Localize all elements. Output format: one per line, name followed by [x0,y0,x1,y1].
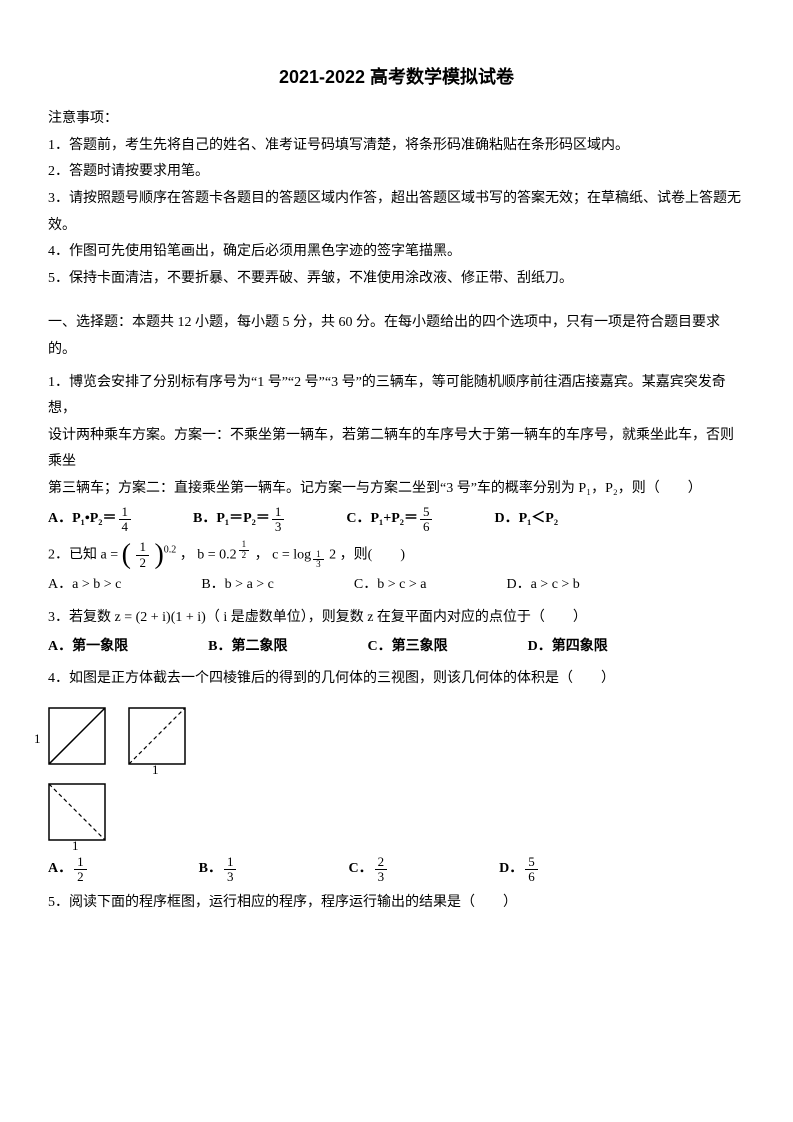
dim-label: 1 [34,727,41,752]
opt-label: D． [499,856,523,883]
three-views-figure: 1 1 1 [48,707,745,841]
fraction: 12 [74,855,87,885]
dim-label: 1 [152,758,159,783]
notice-item: 1．答题前，考生先将自己的姓名、准考证号码填写清楚，将条形码准确粘贴在条形码区域… [48,133,745,160]
q1-option-a: A．P₁•P₂＝ 14 [48,505,133,535]
q2-option-c: C．b > c > a [354,572,427,599]
q5-stem: 5．阅读下面的程序框图，运行相应的程序，程序运行输出的结果是（ ） [48,890,745,917]
square-dashed-diagonal-icon [128,707,186,765]
opt-label: D．P₁＜P₂ [494,506,558,533]
fraction: 56 [525,855,538,885]
question-2: 2．已知 a = ( 12 )0.2 ， b = 0.212 ， c = log… [48,540,745,599]
fraction: 14 [119,505,132,535]
side-view: 1 [128,707,186,765]
q1-option-c: C．P₁+P₂＝ 56 [346,505,434,535]
q1-option-d: D．P₁＜P₂ [494,506,558,533]
q2-options: A．a > b > c B．b > a > c C．b > c > a D．a … [48,572,745,599]
text: ， c = log [255,547,312,562]
fraction: 56 [420,505,433,535]
q4-option-a: A． 12 [48,855,89,885]
q3-option-b: B．第二象限 [208,634,287,661]
q1-options: A．P₁•P₂＝ 14 B．P₁＝P₂＝ 13 C．P₁+P₂＝ 56 D．P₁… [48,505,745,535]
text: 2 ，则( ) [329,547,405,562]
opt-label: C． [348,856,372,883]
opt-label: A．P₁•P₂＝ [48,506,117,533]
notice-item: 2．答题时请按要求用笔。 [48,159,745,186]
text: ， b = 0.2 [180,547,237,562]
front-view: 1 [48,707,106,765]
notice-item: 5．保持卡面清洁，不要折暴、不要弄破、弄皱，不准使用涂改液、修正带、刮纸刀。 [48,266,745,293]
question-1: 1．博览会安排了分别标有序号为“1 号”“2 号”“3 号”的三辆车，等可能随机… [48,370,745,535]
log-base: 13 [311,554,326,565]
notice-list: 1．答题前，考生先将自己的姓名、准考证号码填写清楚，将条形码准确粘贴在条形码区域… [48,133,745,293]
page-title: 2021-2022 高考数学模拟试卷 [48,60,745,94]
q2-option-d: D．a > c > b [506,572,579,599]
q4-option-c: C． 23 [348,855,389,885]
q4-option-b: B． 13 [199,855,239,885]
question-3: 3．若复数 z = (2 + i)(1 + i)（ i 是虚数单位），则复数 z… [48,605,745,660]
q3-option-c: C．第三象限 [367,634,447,661]
q4-option-d: D． 56 [499,855,540,885]
q4-stem: 4．如图是正方体截去一个四棱锥后的得到的几何体的三视图，则该几何体的体积是（ ） [48,666,745,693]
q2-stem: 2．已知 a = ( 12 )0.2 ， b = 0.212 ， c = log… [48,540,745,570]
text: 2．已知 a = [48,547,122,562]
square-dashed-antidiagonal-icon [48,783,106,841]
square-diagonal-icon [48,707,106,765]
fraction: 23 [375,855,388,885]
q3-stem: 3．若复数 z = (2 + i)(1 + i)（ i 是虚数单位），则复数 z… [48,605,745,632]
question-4: 4．如图是正方体截去一个四棱锥后的得到的几何体的三视图，则该几何体的体积是（ ）… [48,666,745,884]
question-5: 5．阅读下面的程序框图，运行相应的程序，程序运行输出的结果是（ ） [48,890,745,917]
q4-options: A． 12 B． 13 C． 23 D． 56 [48,855,745,885]
top-view: 1 [48,783,106,841]
q1-line: 1．博览会安排了分别标有序号为“1 号”“2 号”“3 号”的三辆车，等可能随机… [48,370,745,423]
section-1-heading: 一、选择题：本题共 12 小题，每小题 5 分，共 60 分。在每小题给出的四个… [48,310,745,363]
fraction: 12 [136,540,149,570]
dim-label: 1 [72,834,79,859]
fraction: 13 [272,505,285,535]
notice-heading: 注意事项： [48,106,745,133]
paren-icon: ( [122,539,131,570]
q2-option-b: B．b > a > c [201,572,274,599]
q3-option-a: A．第一象限 [48,634,128,661]
exponent-frac: 12 [237,545,252,556]
q1-line: 设计两种乘车方案。方案一：不乘坐第一辆车，若第二辆车的车序号大于第一辆车的车序号… [48,423,745,476]
q3-options: A．第一象限 B．第二象限 C．第三象限 D．第四象限 [48,634,745,661]
paren-icon: ) [154,539,163,570]
q3-option-d: D．第四象限 [528,634,608,661]
notice-item: 3．请按照题号顺序在答题卡各题目的答题区域内作答，超出答题区域书写的答案无效；在… [48,186,745,239]
fraction: 13 [224,855,237,885]
opt-label: B．P₁＝P₂＝ [193,506,270,533]
opt-label: B． [199,856,222,883]
exponent: 0.2 [164,545,177,556]
q1-line: 第三辆车；方案二：直接乘坐第一辆车。记方案一与方案二坐到“3 号”车的概率分别为… [48,476,745,503]
q1-option-b: B．P₁＝P₂＝ 13 [193,505,286,535]
notice-item: 4．作图可先使用铅笔画出，确定后必须用黑色字迹的签字笔描黑。 [48,239,745,266]
opt-label: C．P₁+P₂＝ [346,506,418,533]
q2-option-a: A．a > b > c [48,572,121,599]
opt-label: A． [48,856,72,883]
